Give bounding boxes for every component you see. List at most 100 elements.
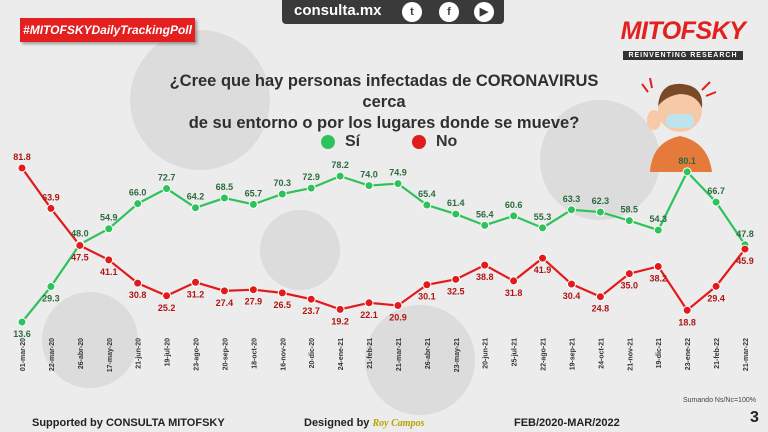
data-label-si: 80.1 [678,156,696,166]
data-label-si: 56.4 [476,209,494,219]
legend-si-label: Sí [345,133,361,150]
x-tick-label: 22-ago-21 [541,338,548,371]
data-label-si: 64.2 [187,192,205,202]
data-label-si: 55.3 [534,212,552,222]
data-label-no: 32.5 [447,286,465,296]
data-label-si: 13.6 [13,329,31,339]
point-no [422,280,432,290]
twitter-icon[interactable]: t [402,2,422,22]
data-label-si: 58.5 [621,205,639,215]
data-label-si: 66.7 [707,186,725,196]
data-label-no: 25.2 [158,303,176,313]
x-tick-label: 19-jul-20 [165,338,172,367]
point-no [682,305,692,315]
point-si [711,197,721,207]
sick-woman-illustration [641,77,717,172]
point-si [682,167,692,177]
data-label-no: 27.4 [216,298,234,308]
data-label-no: 31.8 [505,288,523,298]
point-si [306,183,316,193]
top-link-bar: consulta.mx t f ▶ [282,0,504,24]
data-label-no: 38.8 [476,272,494,282]
data-label-no: 41.9 [534,265,552,275]
data-label-no: 27.9 [245,297,263,307]
chart-question: ¿Cree que hay personas infectadas de COR… [150,71,618,134]
data-label-no: 31.2 [187,289,205,299]
point-si [538,223,548,233]
data-label-si: 66.0 [129,188,147,198]
x-tick-label: 17-may-20 [107,338,114,372]
point-si [17,317,27,327]
site-link[interactable]: consulta.mx [294,2,382,19]
data-label-si: 78.2 [331,160,349,170]
point-no [162,291,172,301]
data-label-no: 81.8 [13,152,31,162]
x-tick-label: 20-dic-20 [309,338,316,368]
facebook-icon[interactable]: f [439,2,459,22]
point-si [624,216,634,226]
point-no [133,278,143,288]
x-tick-label: 26-abr-21 [425,338,432,369]
youtube-icon[interactable]: ▶ [474,2,494,22]
series-line-no [21,167,746,312]
point-si [653,225,663,235]
data-label-no: 30.1 [418,292,436,302]
x-tick-label: 23-ago-20 [194,338,201,371]
point-no [740,244,750,254]
point-no [248,285,258,295]
data-label-no: 22.1 [360,310,378,320]
data-label-si: 65.4 [418,189,436,199]
x-tick-label: 19-dic-21 [656,338,663,368]
point-si [566,205,576,215]
x-tick-label: 24-ene-21 [338,338,345,370]
data-label-no: 29.4 [707,293,725,303]
point-si [422,200,432,210]
point-no [595,292,605,302]
footer-designed: Designed by Roy Campos [304,417,424,429]
data-label-no: 63.9 [42,192,60,202]
designer-signature: Roy Campos [372,418,425,429]
data-label-no: 19.2 [331,316,349,326]
data-label-no: 24.8 [592,304,610,314]
legend-no-label: No [436,133,458,150]
point-si [364,181,374,191]
data-label-si: 62.3 [592,196,610,206]
point-no [538,253,548,263]
point-si [248,199,258,209]
data-label-si: 54.3 [649,214,667,224]
brand-name: MITOFSKY [620,17,746,45]
x-tick-label: 21-feb-22 [714,338,721,369]
x-tick-label: 20-sep-20 [222,338,229,370]
point-no [191,277,201,287]
footer-designed-label: Designed by [304,417,370,429]
question-line-2: de su entorno o por los lugares donde se… [188,114,580,132]
x-tick-label: 18-oct-20 [251,338,258,369]
point-no [17,163,27,173]
data-label-no: 20.9 [389,313,407,323]
point-si [451,209,461,219]
point-no [219,286,229,296]
data-label-si: 72.9 [302,172,320,182]
legend-no-swatch [412,135,426,149]
point-no [711,281,721,291]
point-no [451,274,461,284]
question-line-1: ¿Cree que hay personas infectadas de COR… [169,72,599,111]
point-no [104,255,114,265]
data-label-si: 65.7 [245,188,263,198]
data-label-no: 30.4 [563,291,581,301]
data-label-no: 47.5 [71,252,89,262]
point-no [364,298,374,308]
point-si [595,207,605,217]
data-label-si: 68.5 [216,182,234,192]
point-si [46,282,56,292]
data-label-si: 74.9 [389,168,407,178]
sum-note: Sumando Ns/Nc=100% [683,397,756,404]
x-tick-label: 20-jun-21 [483,338,490,369]
point-si [335,171,345,181]
x-tick-label: 22-mar-20 [49,338,56,371]
point-si [480,220,490,230]
data-label-si: 54.9 [100,213,118,223]
page-number: 3 [750,409,759,426]
footer-supported: Supported by CONSULTA MITOFSKY [32,417,225,429]
